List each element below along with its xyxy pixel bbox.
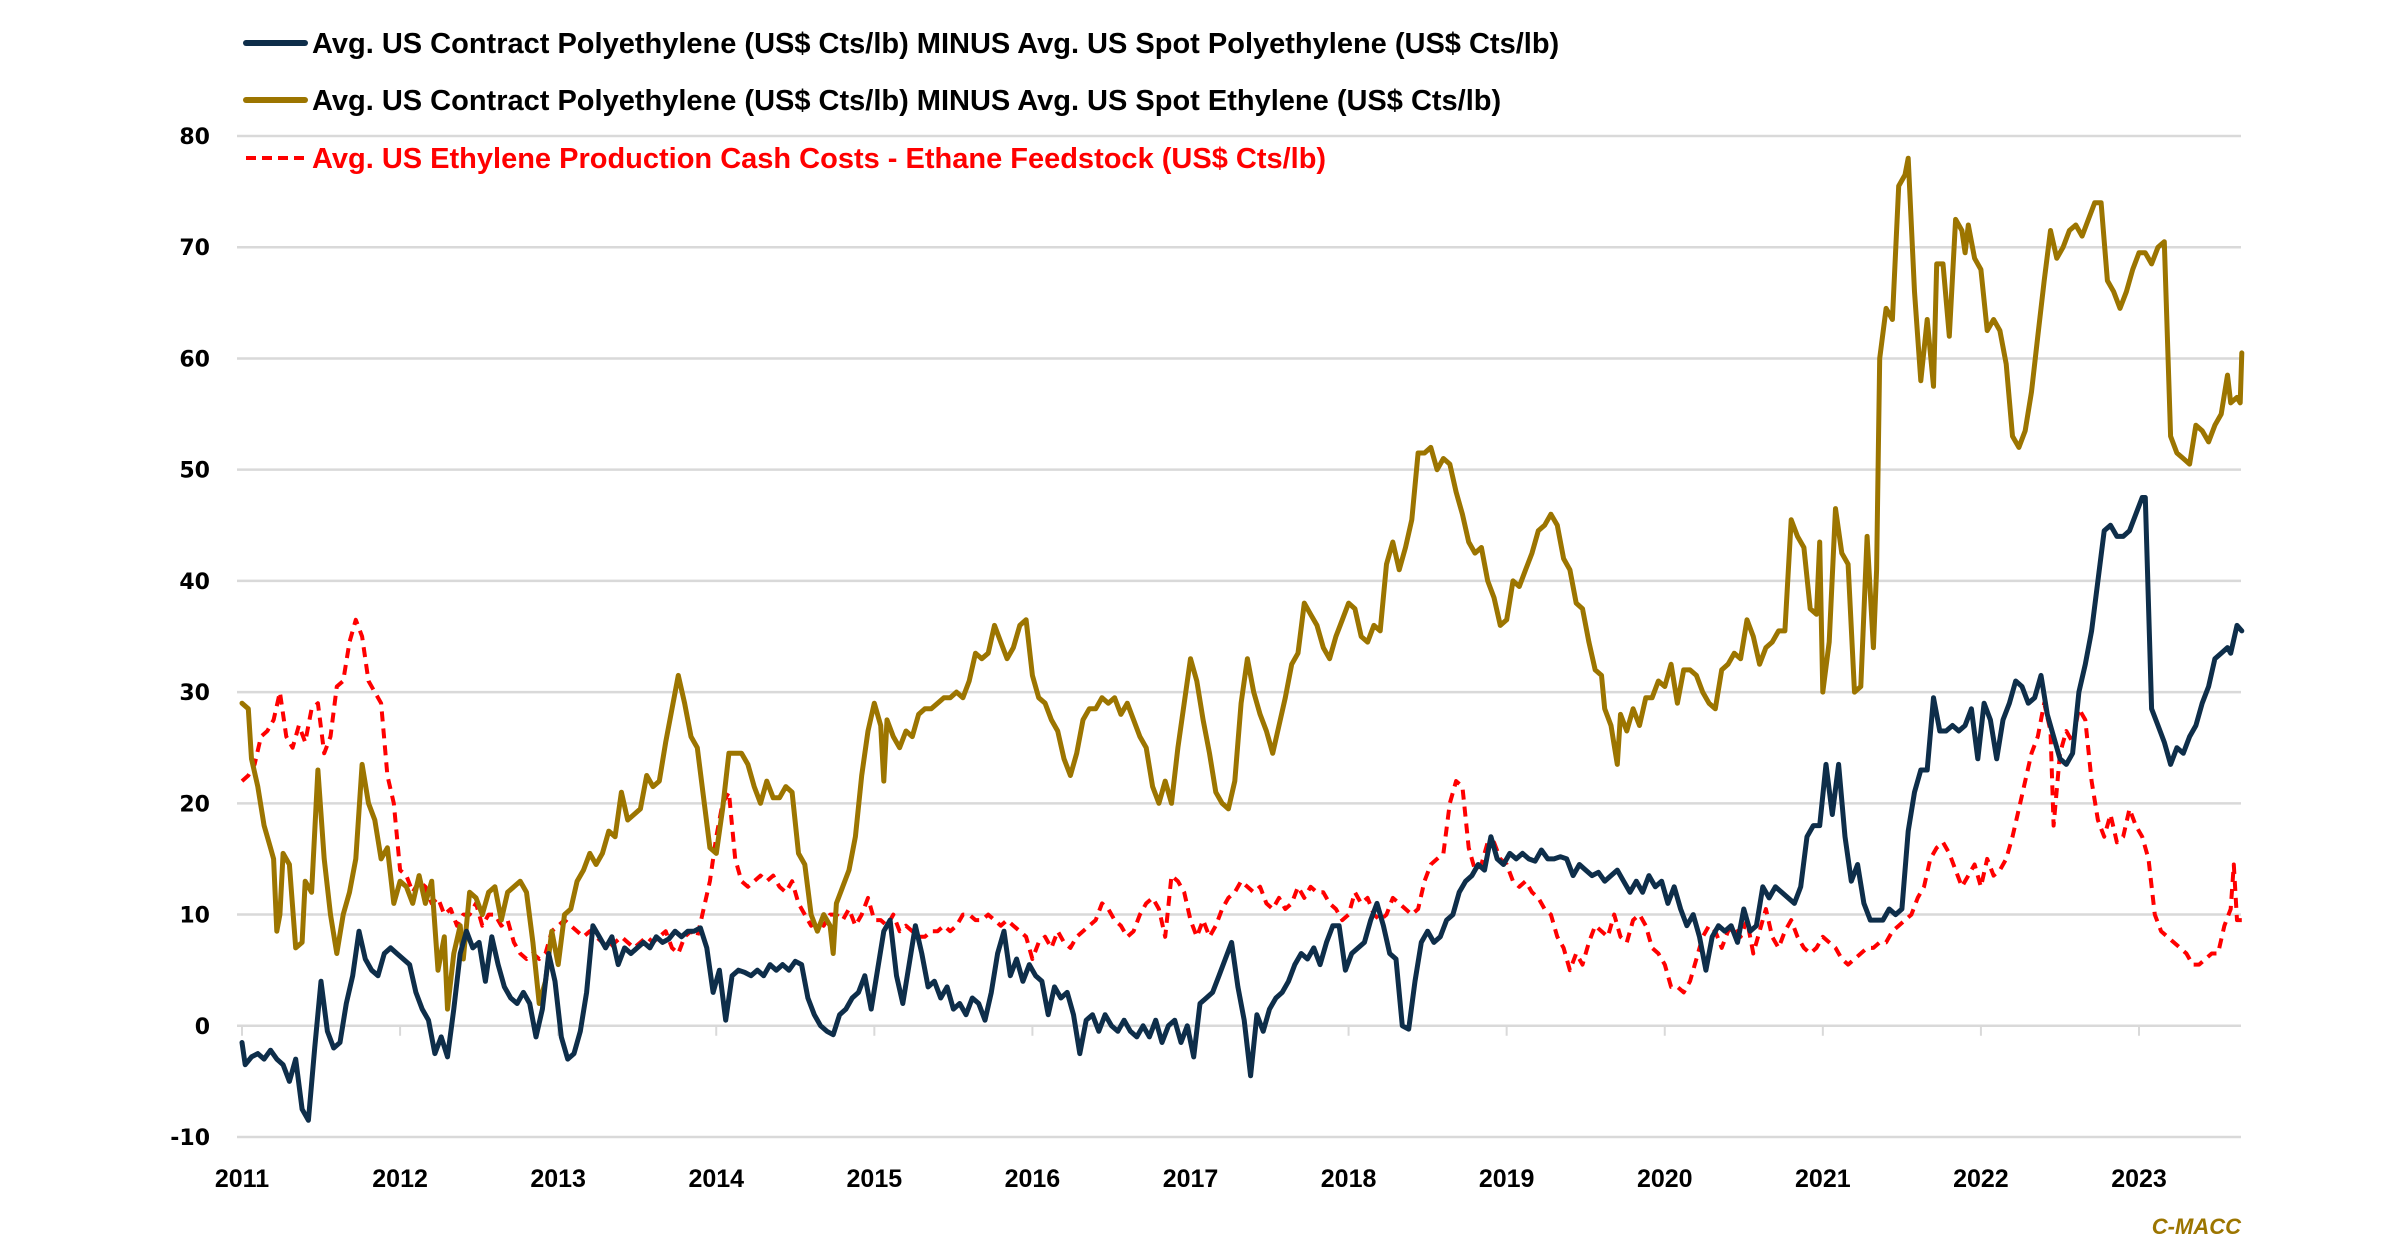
legend: Avg. US Contract Polyethylene (US$ Cts/l… <box>243 28 1559 175</box>
y-tick-label: 40 <box>179 570 210 595</box>
x-tick-label: 2017 <box>1163 1165 1219 1193</box>
series-line-1 <box>239 495 2245 1123</box>
x-tick-label: 2013 <box>530 1165 586 1193</box>
gridlines <box>237 134 2241 1139</box>
y-tick-label: 10 <box>179 904 210 929</box>
y-tick-label: 20 <box>179 792 210 817</box>
source-label: C-MACC <box>2152 1214 2242 1239</box>
legend-label: Avg. US Contract Polyethylene (US$ Cts/l… <box>312 85 1501 117</box>
x-axis-labels: 2011 2012 2013 2014 2015 2016 2017 2018 2019 2020… <box>215 1165 2167 1193</box>
y-axis-labels: -10 0 10 20 30 40 50 60 70 80 <box>170 125 210 1151</box>
series-line-3 <box>240 617 2242 995</box>
x-tick-label: 2018 <box>1321 1165 1377 1193</box>
x-tick-label: 2023 <box>2111 1165 2167 1193</box>
x-tick-label: 2014 <box>688 1165 744 1193</box>
x-tick-label: 2015 <box>847 1165 903 1193</box>
x-tick-label: 2021 <box>1795 1165 1851 1193</box>
legend-item: Avg. US Contract Polyethylene (US$ Cts/l… <box>243 28 1559 60</box>
x-tick-label: 2022 <box>1953 1165 2009 1193</box>
x-tick-label: 2020 <box>1637 1165 1693 1193</box>
legend-label: Avg. US Ethylene Production Cash Costs -… <box>312 143 1326 175</box>
x-tick-label: 2016 <box>1005 1165 1061 1193</box>
y-tick-label: -10 <box>170 1126 210 1151</box>
series-line-2 <box>239 155 2245 1012</box>
x-tick-label: 2011 <box>215 1165 269 1193</box>
y-tick-label: 50 <box>179 459 210 484</box>
y-tick-label: 30 <box>179 681 210 706</box>
x-tick-label: 2012 <box>372 1165 428 1193</box>
y-tick-label: 0 <box>195 1015 210 1040</box>
legend-item: Avg. US Ethylene Production Cash Costs -… <box>246 143 1326 175</box>
y-tick-label: 80 <box>179 125 210 150</box>
y-tick-label: 70 <box>179 236 210 261</box>
x-tick-label: 2019 <box>1479 1165 1535 1193</box>
y-tick-label: 60 <box>179 347 210 372</box>
legend-label: Avg. US Contract Polyethylene (US$ Cts/l… <box>312 28 1559 60</box>
legend-item: Avg. US Contract Polyethylene (US$ Cts/l… <box>243 85 1501 117</box>
series-lines <box>239 155 2245 1123</box>
